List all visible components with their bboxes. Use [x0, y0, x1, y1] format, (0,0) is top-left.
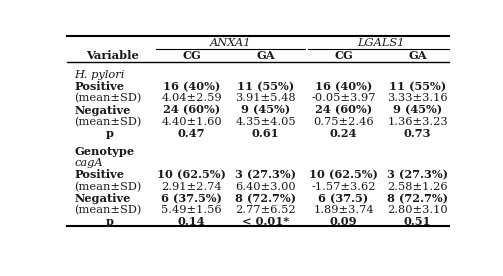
Text: < 0.01*: < 0.01* — [242, 216, 289, 227]
Text: 9 (45%): 9 (45%) — [393, 105, 442, 116]
Text: 6.40±3.00: 6.40±3.00 — [235, 182, 296, 192]
Text: GA: GA — [256, 50, 275, 61]
Text: 3 (27.3%): 3 (27.3%) — [387, 169, 448, 181]
Text: 3.33±3.16: 3.33±3.16 — [387, 94, 448, 104]
Text: 4.35±4.05: 4.35±4.05 — [235, 117, 296, 127]
Text: Genotype: Genotype — [74, 146, 135, 157]
Text: LGALS1: LGALS1 — [357, 38, 404, 48]
Text: 3.91±5.48: 3.91±5.48 — [235, 94, 296, 104]
Text: 6 (37.5): 6 (37.5) — [318, 193, 369, 204]
Text: Variable: Variable — [87, 50, 139, 61]
Text: 0.73: 0.73 — [404, 128, 432, 139]
Text: CG: CG — [334, 50, 353, 61]
Text: 3 (27.3%): 3 (27.3%) — [235, 169, 296, 181]
Text: 8 (72.7%): 8 (72.7%) — [235, 193, 296, 204]
Text: H. pylori: H. pylori — [74, 70, 125, 80]
Text: p: p — [106, 128, 114, 139]
Text: 11 (55%): 11 (55%) — [389, 81, 446, 92]
Text: (mean±SD): (mean±SD) — [74, 117, 142, 127]
Text: GA: GA — [408, 50, 427, 61]
Text: 24 (60%): 24 (60%) — [315, 105, 372, 116]
Text: 2.80±3.10: 2.80±3.10 — [387, 205, 448, 215]
Text: (mean±SD): (mean±SD) — [74, 182, 142, 192]
Text: 2.91±2.74: 2.91±2.74 — [161, 182, 222, 192]
Text: 10 (62.5%): 10 (62.5%) — [157, 169, 226, 181]
Text: 16 (40%): 16 (40%) — [163, 81, 220, 92]
Text: cagA: cagA — [74, 158, 103, 168]
Text: p: p — [106, 216, 114, 227]
Text: 9 (45%): 9 (45%) — [241, 105, 290, 116]
Text: (mean±SD): (mean±SD) — [74, 93, 142, 104]
Text: 0.09: 0.09 — [330, 216, 357, 227]
Text: 11 (55%): 11 (55%) — [237, 81, 294, 92]
Text: 8 (72.7%): 8 (72.7%) — [387, 193, 448, 204]
Text: 2.77±6.52: 2.77±6.52 — [235, 205, 296, 215]
Text: 24 (60%): 24 (60%) — [163, 105, 220, 116]
Text: 1.89±3.74: 1.89±3.74 — [313, 205, 374, 215]
Text: 16 (40%): 16 (40%) — [315, 81, 372, 92]
Text: Negative: Negative — [74, 105, 131, 116]
Text: Negative: Negative — [74, 193, 131, 204]
Text: -1.57±3.62: -1.57±3.62 — [311, 182, 376, 192]
Text: 5.49±1.56: 5.49±1.56 — [161, 205, 222, 215]
Text: 0.24: 0.24 — [330, 128, 357, 139]
Text: -0.05±3.97: -0.05±3.97 — [311, 94, 376, 104]
Text: Positive: Positive — [74, 81, 125, 92]
Text: 1.36±3.23: 1.36±3.23 — [387, 117, 448, 127]
Text: (mean±SD): (mean±SD) — [74, 205, 142, 215]
Text: Positive: Positive — [74, 169, 125, 181]
Text: 0.51: 0.51 — [404, 216, 432, 227]
Text: 4.40±1.60: 4.40±1.60 — [161, 117, 222, 127]
Text: CG: CG — [182, 50, 201, 61]
Text: 6 (37.5%): 6 (37.5%) — [161, 193, 222, 204]
Text: ANXA1: ANXA1 — [210, 38, 252, 48]
Text: 0.47: 0.47 — [178, 128, 205, 139]
Text: 0.14: 0.14 — [178, 216, 205, 227]
Text: 0.75±2.46: 0.75±2.46 — [313, 117, 374, 127]
Text: 10 (62.5%): 10 (62.5%) — [309, 169, 378, 181]
Text: 4.04±2.59: 4.04±2.59 — [161, 94, 222, 104]
Text: 0.61: 0.61 — [252, 128, 279, 139]
Text: 2.58±1.26: 2.58±1.26 — [387, 182, 448, 192]
